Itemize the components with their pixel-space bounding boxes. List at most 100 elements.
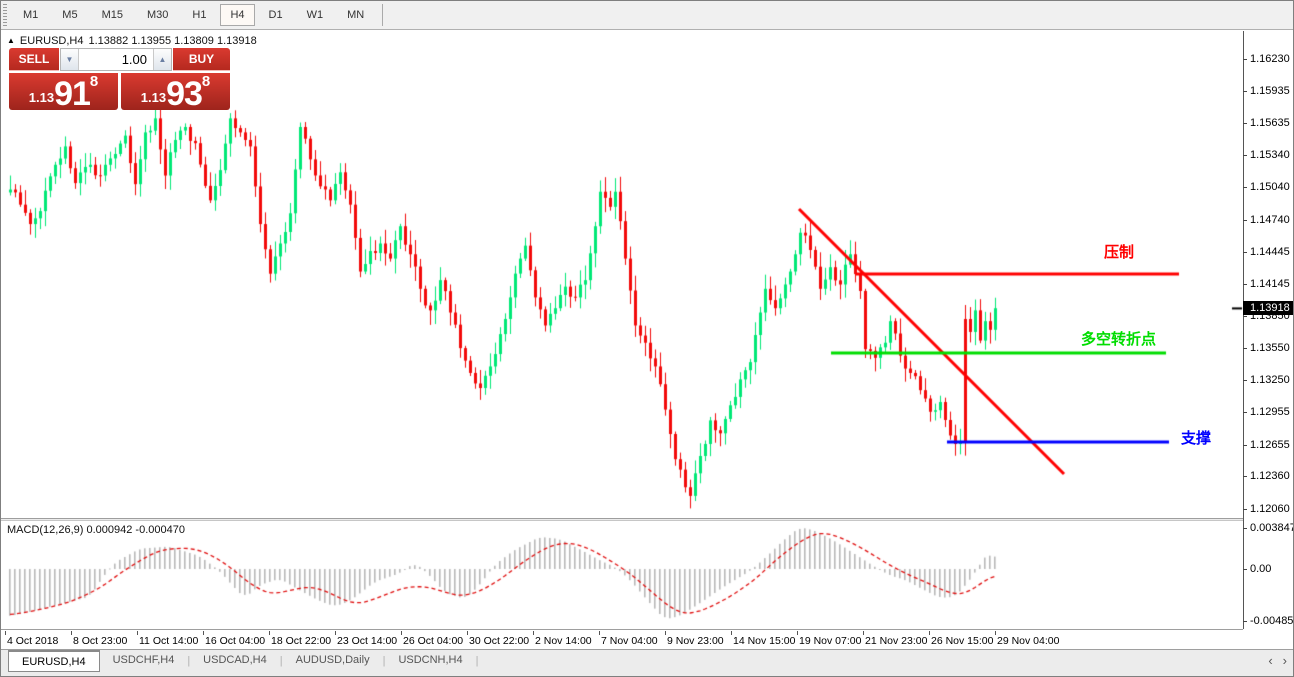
price-axis[interactable] [1243, 31, 1293, 629]
date-tick-mark [335, 631, 336, 635]
buy-price-pip: 8 [201, 73, 211, 90]
axis-tick-label: 0.003847 [1250, 521, 1294, 534]
timeframe-toolbar: M1 M5 M15 M30 H1 H4 D1 W1 MN [1, 1, 1293, 30]
tab-separator: | [279, 655, 283, 667]
axis-tick-label: 1.12360 [1250, 470, 1290, 483]
axis-tick-label: 1.15635 [1250, 117, 1290, 130]
chart-tab-usdcad[interactable]: USDCAD,H4 [203, 654, 267, 666]
axis-tick-mark [1243, 620, 1247, 622]
toolbar-separator [382, 4, 384, 26]
sell-price-prefix: 1.13 [28, 90, 55, 105]
timeframe-button-h4[interactable]: H4 [220, 4, 255, 26]
chart-tab-audusd[interactable]: AUDUSD,Daily [295, 654, 370, 666]
sell-price-tile[interactable]: 1.13 91 8 [9, 73, 118, 111]
date-tick-mark [467, 631, 468, 635]
timeframe-button-d1[interactable]: D1 [259, 4, 293, 26]
volume-increase-icon[interactable]: ▲ [153, 49, 171, 70]
date-tick-label: 30 Oct 22:00 [469, 635, 530, 647]
axis-tick-label: 1.13250 [1250, 374, 1290, 387]
resistance-annotation-label[interactable]: 压制 [1104, 244, 1135, 261]
axis-tick-mark [1243, 412, 1247, 414]
sell-price-pip: 8 [89, 73, 99, 90]
trade-panel-buttons-row: SELL ▼ 1.00 ▲ BUY [9, 48, 230, 71]
date-tick-label: 26 Oct 04:00 [403, 635, 464, 647]
tab-separator: | [382, 655, 386, 667]
timeframe-button-m30[interactable]: M30 [137, 4, 178, 26]
tab-scroll-left-icon[interactable]: ‹ [1268, 653, 1273, 668]
timeframe-button-h1[interactable]: H1 [182, 4, 216, 26]
macd-bottom-border [1, 629, 1243, 631]
chart-tab-usdchf[interactable]: USDCHF,H4 [112, 654, 175, 666]
pivot-annotation-label[interactable]: 多空转折点 [1081, 331, 1157, 348]
date-tick-label: 18 Oct 22:00 [271, 635, 332, 647]
date-tick-mark [599, 631, 600, 635]
axis-tick-mark [1243, 508, 1247, 510]
macd-indicator-canvas[interactable] [1, 521, 1243, 629]
chart-tab-usdcnh[interactable]: USDCNH,H4 [398, 654, 463, 666]
price-chart-canvas[interactable] [1, 31, 1243, 518]
date-tick-label: 19 Nov 07:00 [799, 635, 862, 647]
timeframe-button-m1[interactable]: M1 [13, 4, 48, 26]
axis-tick-mark [1243, 444, 1247, 446]
chart-tabs: EURUSD,H4 USDCHF,H4 | USDCAD,H4 | AUDUSD,Dail… [8, 650, 478, 672]
axis-tick-label: 0.00 [1250, 563, 1272, 575]
volume-input[interactable]: 1.00 [79, 49, 153, 70]
timeframe-button-m5[interactable]: M5 [52, 4, 87, 26]
axis-tick-label: 1.12655 [1250, 438, 1290, 451]
toolbar-grip-handle[interactable] [3, 4, 11, 26]
axis-tick-mark [1243, 219, 1247, 221]
timeframe-button-m15[interactable]: M15 [92, 4, 133, 26]
axis-tick-label: 1.15340 [1250, 149, 1290, 162]
date-tick-label: 7 Nov 04:00 [601, 635, 658, 647]
date-tick-mark [929, 631, 930, 635]
date-tick-mark [5, 631, 6, 635]
axis-tick-mark [1243, 476, 1247, 478]
tab-separator: | [475, 655, 479, 667]
pane-divider[interactable] [1, 518, 1243, 521]
chart-symbol-label: EURUSD,H4 [19, 35, 84, 47]
chart-tab-bar: EURUSD,H4 USDCHF,H4 | USDCAD,H4 | AUDUSD,Dail… [1, 649, 1293, 676]
date-tick-mark [731, 631, 732, 635]
tab-separator: | [187, 655, 191, 667]
buy-price-tile[interactable]: 1.13 93 8 [121, 73, 230, 113]
date-tick-mark [71, 631, 72, 635]
date-tick-mark [137, 631, 138, 635]
buy-button[interactable]: BUY [173, 48, 230, 71]
tab-scroll-right-icon[interactable]: › [1282, 653, 1287, 668]
axis-tick-mark [1243, 187, 1247, 189]
sell-button[interactable]: SELL [9, 48, 59, 71]
volume-decrease-icon[interactable]: ▼ [61, 49, 79, 70]
date-tick-mark [203, 631, 204, 635]
date-tick-label: 4 Oct 2018 [7, 635, 59, 647]
axis-tick-mark [1243, 527, 1247, 529]
axis-tick-label: 1.15040 [1250, 181, 1290, 194]
axis-tick-label: 1.13550 [1250, 342, 1290, 355]
date-tick-label: 29 Nov 04:00 [997, 635, 1060, 647]
date-axis[interactable]: 4 Oct 2018 8 Oct 23:00 11 Oct 14:00 16 Oct … [1, 631, 1243, 649]
date-tick-label: 2 Nov 14:00 [535, 635, 592, 647]
date-tick-label: 11 Oct 14:00 [139, 635, 199, 647]
date-tick-mark [863, 631, 864, 635]
current-price-badge: 1.13918 [1243, 301, 1293, 316]
axis-tick-mark [1243, 348, 1247, 350]
axis-tick-mark [1243, 315, 1247, 317]
chart-ohlc-values: 1.13882 1.13955 1.13809 1.13918 [88, 35, 257, 47]
buy-price-big: 93 [166, 75, 203, 113]
chart-header: ▲ EURUSD,H4 1.13882 1.13955 1.13809 1.13… [7, 35, 257, 47]
symbol-collapse-icon[interactable]: ▲ [7, 36, 15, 45]
support-annotation-label[interactable]: 支撑 [1181, 430, 1212, 447]
axis-tick-mark [1243, 59, 1247, 61]
date-tick-mark [797, 631, 798, 635]
date-tick-label: 8 Oct 23:00 [73, 635, 128, 647]
axis-tick-label: 1.14445 [1250, 245, 1290, 258]
timeframe-button-w1[interactable]: W1 [297, 4, 334, 26]
axis-tick-label: -0.004856 [1250, 614, 1294, 627]
timeframe-button-mn[interactable]: MN [337, 4, 374, 26]
axis-tick-label: 1.14145 [1250, 277, 1290, 290]
trade-panel-prices-row: 1.13 91 8 1.13 93 8 [9, 73, 230, 113]
date-tick-mark [995, 631, 996, 635]
volume-control: ▼ 1.00 ▲ [60, 48, 172, 71]
chart-tab-eurusd[interactable]: EURUSD,H4 [8, 650, 100, 672]
axis-tick-mark [1243, 569, 1247, 570]
axis-tick-mark [1243, 380, 1247, 382]
